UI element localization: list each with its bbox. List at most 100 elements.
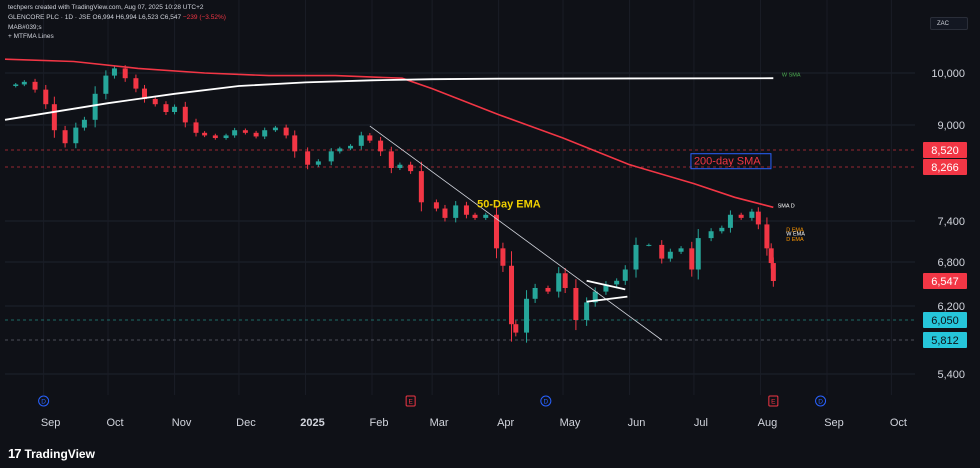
price-change: −239 (−3.52%) <box>182 14 226 21</box>
candle-body <box>678 248 684 252</box>
candle-body <box>442 208 448 218</box>
candle-body <box>483 214 489 218</box>
candle-body <box>378 140 384 152</box>
event-marker-label: D <box>41 399 46 406</box>
candle-body <box>768 248 774 264</box>
level-price-badge <box>923 159 967 175</box>
tradingview-logo[interactable]: 17 TradingView <box>8 446 95 461</box>
sma-200-line <box>4 58 774 209</box>
candle-body <box>43 89 49 105</box>
indicator-legend-2[interactable]: + MTFMA Lines <box>8 33 54 40</box>
candle-body <box>337 148 343 152</box>
indicator-legend-1[interactable]: MAB#039;s <box>8 24 42 31</box>
last-price-badge <box>923 273 967 289</box>
line-tag: W SMA <box>782 73 801 79</box>
x-tick-label: Jun <box>628 417 646 429</box>
candle-body <box>152 99 158 105</box>
candle-body <box>358 135 364 146</box>
attribution-text: techpers created with TradingView.com, A… <box>8 4 204 11</box>
y-tick-label: 6,200 <box>937 301 965 313</box>
x-tick-label: Sep <box>41 417 61 429</box>
tradingview-logo-icon: 17 <box>8 446 22 461</box>
candle-body <box>584 302 590 320</box>
candle-body <box>242 130 248 133</box>
candle-body <box>142 88 148 99</box>
candle-body <box>562 273 568 288</box>
candle-body <box>21 81 27 85</box>
candle-body <box>182 106 188 123</box>
candle-body <box>545 287 551 292</box>
y-tick-label: 9,000 <box>937 120 965 132</box>
event-marker-label: E <box>408 399 413 406</box>
candle-body <box>646 244 652 246</box>
dividend-marker <box>815 395 827 407</box>
candle-body <box>764 224 770 249</box>
candle-body <box>51 104 57 131</box>
candle-body <box>122 68 128 79</box>
x-tick-label: Oct <box>890 417 907 429</box>
level-price-label: 8,266 <box>931 162 959 174</box>
candle-body <box>202 132 208 136</box>
x-tick-label: Oct <box>106 417 123 429</box>
last-price-label: 6,547 <box>931 276 959 288</box>
candle-body <box>283 127 289 136</box>
candle-body <box>513 324 519 333</box>
candle-body <box>367 135 373 141</box>
candle-body <box>408 164 414 172</box>
candle-body <box>509 265 515 325</box>
line-tag: D EMA <box>786 227 804 233</box>
x-tick-label: Dec <box>236 417 256 429</box>
x-tick-label: May <box>560 417 581 429</box>
candle-body <box>133 78 139 89</box>
candle-body <box>472 214 478 218</box>
y-tick-label: 7,400 <box>937 216 965 228</box>
x-tick-label: Feb <box>370 417 389 429</box>
x-tick-label: Sep <box>824 417 844 429</box>
grid <box>5 0 915 395</box>
line-tag: D EMA <box>786 237 804 243</box>
symbol-line[interactable]: GLENCORE PLC · 1D · JSE <box>8 14 91 21</box>
line-tag: SMA D <box>778 203 795 209</box>
currency-button[interactable]: ZAC <box>930 17 968 30</box>
candle-body <box>556 273 562 292</box>
wedge-pattern-line <box>586 279 626 291</box>
ohlc-values: O6,994 H6,994 L6,523 C6,547 <box>92 14 182 21</box>
line-tag: W EMA <box>786 231 805 237</box>
candle-body <box>193 122 199 133</box>
candle-body <box>592 291 598 303</box>
level-price-badge <box>923 332 967 348</box>
candle-body <box>633 244 639 270</box>
candle-body <box>749 211 755 218</box>
candle-body <box>111 68 117 76</box>
y-tick-label: 5,400 <box>937 369 965 381</box>
candle-body <box>532 287 538 299</box>
symbol-legend[interactable]: GLENCORE PLC · 1D · JSE O6,994 H6,994 L6… <box>8 14 226 21</box>
level-price-label: 5,812 <box>931 335 959 347</box>
candle-body <box>433 202 439 209</box>
candle-body <box>453 205 459 218</box>
candle-body <box>689 248 695 270</box>
x-tick-label: Jul <box>694 417 708 429</box>
candle-body <box>32 81 38 90</box>
candle-body <box>603 284 609 292</box>
candle-body <box>232 130 238 136</box>
earnings-marker <box>405 395 416 407</box>
event-marker-label: D <box>818 399 823 406</box>
dividend-marker <box>540 395 552 407</box>
candle-body <box>622 269 628 281</box>
annotation-label: 50-Day EMA <box>477 198 541 210</box>
downtrend-line <box>369 125 662 341</box>
candle-body <box>524 298 530 333</box>
x-axis[interactable]: Sep Oct Nov Dec 2025 Feb Mar Apr May Jun Jul Aug Sep… <box>41 417 907 429</box>
candle-body <box>695 238 701 270</box>
footer <box>0 438 980 468</box>
candle-body <box>253 132 259 137</box>
candle-body <box>212 135 218 139</box>
candle-body <box>727 214 733 228</box>
candle-body <box>770 263 776 281</box>
x-tick-label: Nov <box>172 417 192 429</box>
candle-body <box>73 127 79 144</box>
y-axis[interactable]: 10,000 9,000 7,400 6,800 6,200 5,400 8,520 8,26… <box>923 68 967 381</box>
